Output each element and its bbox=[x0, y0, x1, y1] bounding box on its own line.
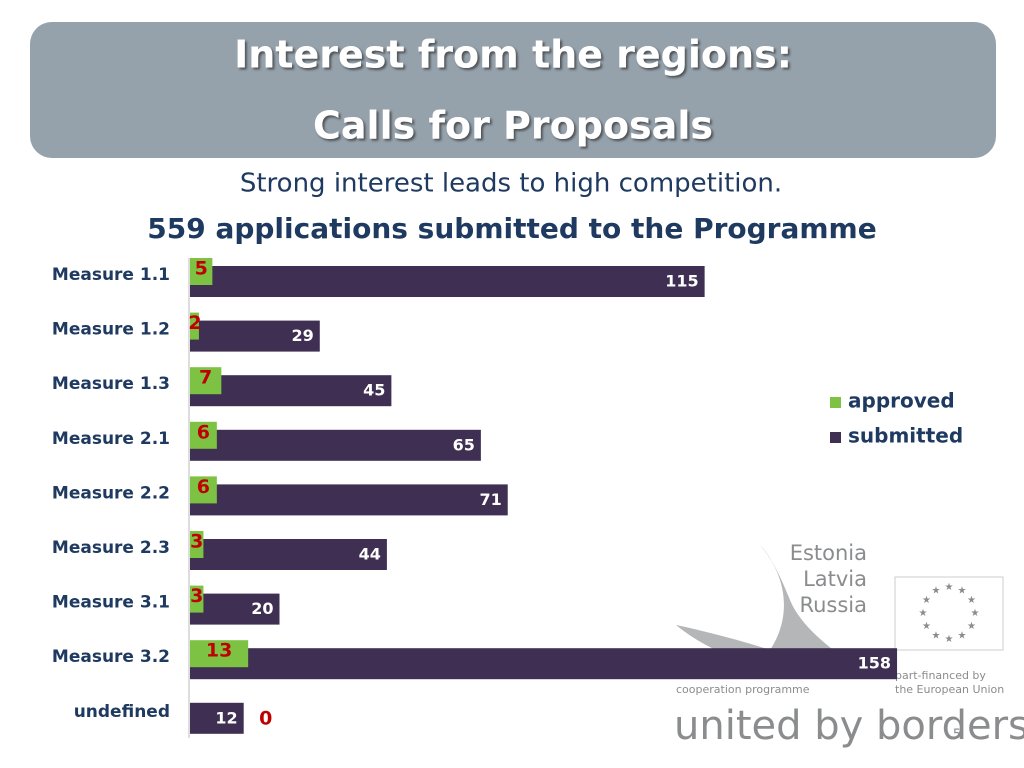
data-label: 3 bbox=[190, 531, 203, 553]
page-number: 5 bbox=[953, 728, 961, 743]
data-label: 5 bbox=[195, 258, 208, 280]
eu-stars: ★ ★★★★★★★★★★★ bbox=[919, 582, 980, 645]
data-label: 2 bbox=[188, 312, 201, 334]
logo-funding: part-financed by bbox=[895, 669, 986, 682]
category-label: Measure 3.1 bbox=[52, 593, 170, 613]
eu-star: ★ bbox=[958, 631, 967, 642]
eu-star: ★ bbox=[967, 621, 976, 632]
category-label: Measure 1.2 bbox=[52, 320, 170, 340]
legend-label: approved bbox=[848, 389, 955, 413]
bar-approved bbox=[190, 476, 217, 504]
legend-swatch bbox=[830, 432, 841, 443]
bar-approved bbox=[190, 640, 249, 668]
data-label: 115 bbox=[665, 272, 698, 291]
eu-star: ★ bbox=[958, 585, 967, 596]
title: Interest from the regions: bbox=[234, 33, 792, 77]
legend-label: submitted bbox=[848, 424, 963, 448]
eu-star: ★ bbox=[971, 608, 980, 619]
data-label: 3 bbox=[190, 585, 203, 607]
bar-submitted bbox=[190, 702, 244, 734]
category-label: Measure 1.3 bbox=[52, 374, 170, 394]
data-label: 158 bbox=[858, 654, 891, 673]
bar-submitted bbox=[190, 375, 392, 407]
category-label: Measure 2.1 bbox=[52, 429, 170, 449]
bar-submitted bbox=[190, 266, 705, 297]
eu-star: ★ bbox=[945, 582, 954, 593]
data-label: 44 bbox=[359, 545, 381, 564]
logo-funding: the European Union bbox=[895, 683, 1004, 696]
data-label: 7 bbox=[199, 367, 212, 389]
category-label: Measure 1.1 bbox=[52, 265, 170, 285]
eu-star: ★ bbox=[919, 608, 928, 619]
eu-star: ★ bbox=[922, 595, 931, 606]
legend-swatch bbox=[830, 397, 841, 408]
data-label: 13 bbox=[206, 640, 232, 662]
bar-approved bbox=[190, 421, 217, 449]
bar-approved bbox=[190, 367, 222, 395]
data-label: 12 bbox=[215, 708, 237, 727]
bar-submitted bbox=[190, 429, 481, 461]
category-label: Measure 2.2 bbox=[52, 483, 170, 503]
bar-submitted bbox=[190, 539, 387, 570]
eu-star: ★ bbox=[932, 585, 941, 596]
bar-submitted bbox=[190, 484, 508, 516]
subtitle: Strong interest leads to high competitio… bbox=[240, 169, 782, 199]
data-label: 0 bbox=[259, 707, 272, 729]
data-label: 71 bbox=[479, 490, 501, 509]
bar-approved bbox=[190, 585, 204, 613]
data-label: 20 bbox=[251, 599, 273, 618]
category-label: undefined bbox=[74, 702, 170, 722]
data-label: 65 bbox=[453, 435, 475, 454]
eu-star: ★ bbox=[945, 634, 954, 645]
eu-star: ★ bbox=[922, 621, 931, 632]
eu-flag bbox=[894, 576, 1004, 651]
logo-country: Russia bbox=[799, 593, 867, 617]
logo-country: Estonia bbox=[790, 541, 867, 565]
bar-approved bbox=[190, 258, 213, 285]
data-label: 6 bbox=[197, 421, 210, 443]
data-label: 6 bbox=[197, 476, 210, 498]
eu-star: ★ bbox=[932, 631, 941, 642]
logo-slogan: united by borders bbox=[674, 703, 1024, 749]
category-label: Measure 2.3 bbox=[52, 538, 170, 558]
bar-submitted bbox=[190, 648, 898, 680]
logo-country: Latvia bbox=[803, 567, 867, 591]
logo-programme: cooperation programme bbox=[676, 683, 810, 696]
category-label: Measure 3.2 bbox=[52, 647, 170, 667]
bar-submitted bbox=[190, 593, 280, 625]
title: Calls for Proposals bbox=[313, 104, 713, 148]
eu-star: ★ bbox=[967, 595, 976, 606]
bar-approved bbox=[190, 531, 204, 558]
bar-submitted bbox=[190, 320, 320, 352]
bar-approved bbox=[190, 312, 199, 340]
headline: 559 applications submitted to the Progra… bbox=[147, 212, 876, 245]
title-box bbox=[30, 22, 996, 158]
logo-shape bbox=[676, 545, 860, 669]
data-label: 29 bbox=[292, 326, 314, 345]
data-label: 45 bbox=[363, 381, 385, 400]
logo: Estonia Latvia Russia ENPI Cross-border … bbox=[674, 541, 1024, 749]
